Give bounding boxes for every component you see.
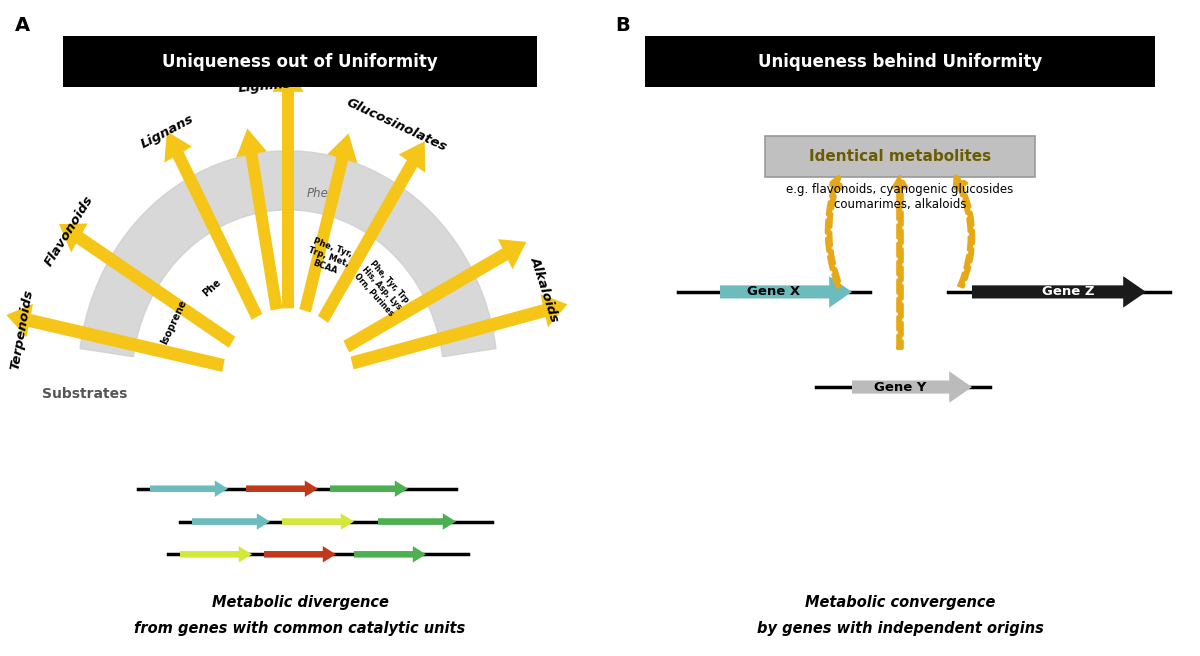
Text: Uniqueness out of Uniformity: Uniqueness out of Uniformity <box>162 52 438 71</box>
Text: Phe, Tyr,
Trp, Met,
BCAA: Phe, Tyr, Trp, Met, BCAA <box>304 236 354 279</box>
Polygon shape <box>164 131 263 320</box>
Text: Uniqueness behind Uniformity: Uniqueness behind Uniformity <box>758 52 1042 71</box>
Text: Glucosinolates: Glucosinolates <box>344 96 449 154</box>
Polygon shape <box>343 239 527 352</box>
Polygon shape <box>6 304 224 372</box>
Text: Identical metabolites: Identical metabolites <box>809 149 991 163</box>
Text: Phe: Phe <box>200 277 223 298</box>
Polygon shape <box>180 546 252 562</box>
FancyBboxPatch shape <box>766 136 1034 177</box>
Text: Phe, Tyr, Trp
His, Asp, Lys
Orn, Purines: Phe, Tyr, Trp His, Asp, Lys Orn, Purines <box>353 258 410 318</box>
Text: Gene X: Gene X <box>748 285 800 298</box>
FancyBboxPatch shape <box>646 36 1154 87</box>
Text: by genes with independent origins: by genes with independent origins <box>756 621 1044 636</box>
Text: Terpenoids: Terpenoids <box>8 288 36 371</box>
Text: from genes with common catalytic units: from genes with common catalytic units <box>134 621 466 636</box>
Polygon shape <box>264 546 336 562</box>
Polygon shape <box>80 151 496 357</box>
Polygon shape <box>972 276 1146 308</box>
Polygon shape <box>852 371 972 403</box>
Text: Alkaloids: Alkaloids <box>528 255 562 323</box>
Text: e.g. flavonoids, cyanogenic glucosides
coumarimes, alkaloids: e.g. flavonoids, cyanogenic glucosides c… <box>786 183 1014 211</box>
Text: Gene Z: Gene Z <box>1042 285 1094 298</box>
FancyArrowPatch shape <box>827 176 842 287</box>
FancyBboxPatch shape <box>64 36 538 87</box>
Polygon shape <box>354 546 426 562</box>
Text: Isoprene: Isoprene <box>160 298 188 346</box>
Text: B: B <box>616 16 630 35</box>
Polygon shape <box>299 133 358 312</box>
Polygon shape <box>150 480 228 497</box>
Polygon shape <box>330 480 408 497</box>
Polygon shape <box>272 66 304 308</box>
Text: Flavonoids: Flavonoids <box>42 194 96 268</box>
Polygon shape <box>378 513 456 530</box>
Polygon shape <box>350 294 568 369</box>
Text: Substrates: Substrates <box>42 386 127 401</box>
Text: Gene Y: Gene Y <box>874 380 926 394</box>
Text: Metabolic convergence: Metabolic convergence <box>805 595 995 609</box>
Polygon shape <box>192 513 270 530</box>
Polygon shape <box>236 129 282 310</box>
Text: Lignans: Lignans <box>138 112 196 151</box>
Text: Metabolic divergence: Metabolic divergence <box>211 595 389 609</box>
Polygon shape <box>59 224 235 348</box>
FancyArrowPatch shape <box>893 176 907 348</box>
Text: A: A <box>14 16 30 35</box>
Polygon shape <box>720 276 852 308</box>
Polygon shape <box>282 513 354 530</box>
FancyArrowPatch shape <box>954 176 973 287</box>
Polygon shape <box>246 480 318 497</box>
Polygon shape <box>318 141 425 323</box>
Text: Lignins: Lignins <box>238 77 292 95</box>
Text: Phe: Phe <box>307 187 329 200</box>
